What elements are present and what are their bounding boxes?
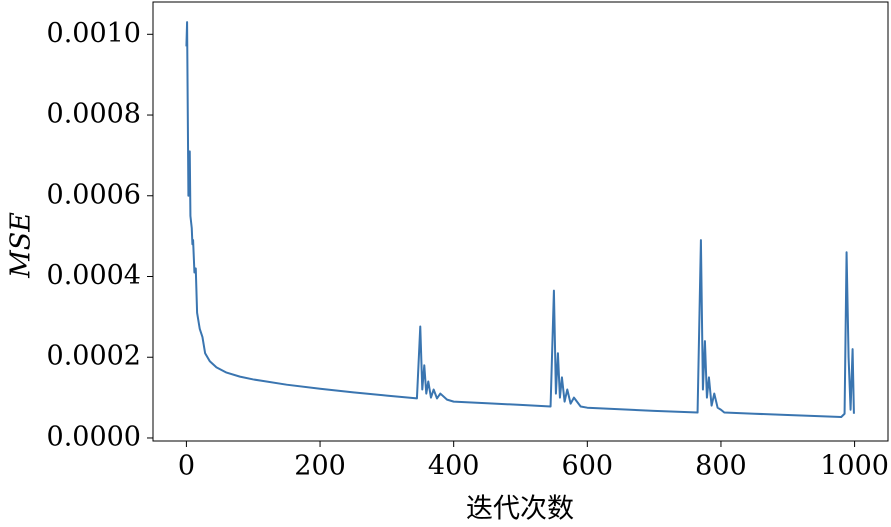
- y-tick-label: 0.0008: [47, 99, 141, 130]
- y-tick-label: 0.0002: [47, 341, 141, 372]
- x-tick-label: 1000: [820, 451, 889, 482]
- x-tick-label: 200: [294, 451, 346, 482]
- y-tick-label: 0.0006: [47, 179, 141, 210]
- y-tick-label: 0.0004: [47, 260, 141, 291]
- x-tick-label: 0: [178, 451, 195, 482]
- x-tick-label: 800: [695, 451, 747, 482]
- x-tick-label: 400: [428, 451, 480, 482]
- y-tick-label: 0.0000: [47, 421, 141, 452]
- data-line: [185, 21, 855, 418]
- y-tick-label: 0.0010: [47, 18, 141, 49]
- y-axis-label: MSE: [6, 212, 37, 279]
- plot-frame: [152, 1, 889, 442]
- x-tick-label: 600: [562, 451, 614, 482]
- x-axis-label: 迭代次数: [466, 494, 574, 525]
